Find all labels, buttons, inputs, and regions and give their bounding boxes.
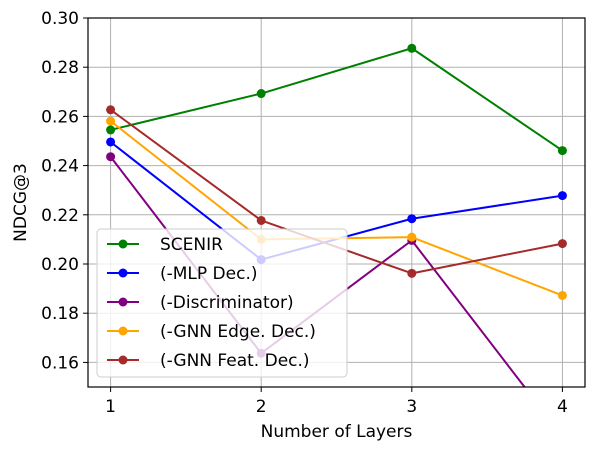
data-point: [106, 125, 116, 135]
x-tick-label: 2: [256, 397, 267, 417]
x-tick-label: 3: [406, 397, 417, 417]
data-point: [407, 214, 417, 224]
data-point: [106, 152, 116, 162]
data-point: [558, 432, 567, 441]
legend-label: SCENIR: [160, 235, 223, 255]
data-point: [106, 137, 116, 147]
data-point: [557, 290, 567, 300]
y-axis-title: NDCG@3: [11, 163, 31, 242]
legend-swatch-marker: [118, 239, 128, 249]
data-point: [407, 232, 417, 242]
x-tick-label: 1: [105, 397, 116, 417]
x-axis-title: Number of Layers: [261, 422, 413, 442]
y-tick-label: 0.26: [41, 107, 79, 127]
y-tick-label: 0.16: [41, 353, 79, 373]
plot-frame: [87, 17, 586, 388]
y-tick-label: 0.18: [41, 304, 79, 324]
y-tick-label: 0.28: [41, 58, 79, 78]
data-point: [256, 215, 266, 225]
y-tick-label: 0.24: [41, 157, 79, 177]
legend-swatch-marker: [118, 297, 128, 307]
legend-swatch-marker: [118, 326, 128, 336]
legend-label: (-MLP Dec.): [160, 264, 258, 284]
data-point: [557, 146, 567, 156]
legend-label: (-GNN Feat. Dec.): [160, 351, 310, 371]
legend: SCENIR (-MLP Dec.) (-Discriminator) (-GNN E…: [96, 228, 348, 378]
axis-ticks: 1 2 3 4 0.16 0.18 0.20 0.22 0.24 0.26 0.28 0.30: [41, 9, 568, 417]
series-line: [110, 47, 563, 152]
data-point: [256, 89, 266, 99]
data-point: [407, 43, 417, 53]
y-tick-label: 0.20: [41, 255, 79, 275]
data-point: [557, 239, 567, 249]
x-tick-label: 4: [557, 397, 568, 417]
legend-item: (-GNN Edge. Dec.): [107, 322, 316, 342]
data-point: [557, 191, 567, 201]
y-tick-label: 0.30: [41, 9, 79, 29]
data-point: [106, 105, 116, 115]
legend-item: (-GNN Feat. Dec.): [107, 351, 310, 371]
series-0: [106, 43, 567, 156]
legend-label: (-GNN Edge. Dec.): [160, 322, 316, 342]
y-tick-label: 0.22: [41, 206, 79, 226]
legend-item: (-Discriminator): [107, 293, 294, 313]
data-point: [106, 116, 116, 126]
legend-box: [96, 228, 348, 378]
legend-item: SCENIR: [107, 235, 223, 255]
data-point: [407, 268, 417, 278]
legend-swatch-marker: [118, 268, 128, 278]
legend-swatch-marker: [118, 355, 128, 365]
legend-item: (-MLP Dec.): [107, 264, 258, 284]
legend-label: (-Discriminator): [160, 293, 294, 313]
